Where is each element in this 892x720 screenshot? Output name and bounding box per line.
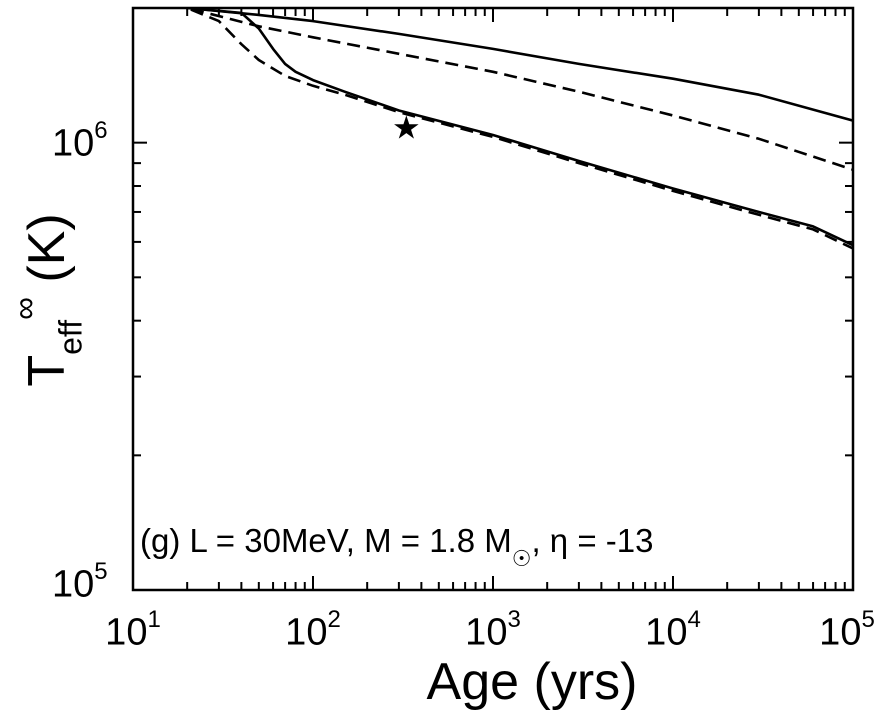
plot-frame — [131, 6, 855, 592]
y-tick-label: 105 — [52, 558, 108, 607]
observation-star: ★ — [392, 109, 421, 147]
y-tick-base: 10 — [52, 563, 95, 606]
series-line-solid-lower — [182, 8, 853, 247]
y-axis-label-base: T — [17, 354, 76, 387]
annotation-text: (g) L = 30MeV, M = 1.8 M☉, η = -13 — [140, 522, 654, 571]
x-tick-base: 10 — [819, 611, 862, 654]
markers-group: ★ — [392, 109, 421, 147]
series-line-dashed-lower — [182, 8, 853, 250]
series-group — [182, 8, 853, 250]
x-tick-label: 101 — [105, 606, 161, 655]
x-tick-base: 10 — [105, 611, 148, 654]
x-tick-exponent: 5 — [861, 606, 875, 633]
x-tick-label: 102 — [285, 606, 341, 655]
x-tick-label: 104 — [645, 606, 701, 655]
y-axis-label: Teff ∞ (K) — [7, 213, 89, 387]
x-tick-base: 10 — [285, 611, 328, 654]
x-tick-base: 10 — [645, 611, 688, 654]
y-axis-label-subscript: eff — [52, 319, 89, 355]
y-tick-exponent: 6 — [94, 116, 108, 144]
series-line-dashed-upper — [182, 8, 853, 171]
y-axis-label-unit: (K) — [17, 213, 76, 283]
x-tick-exponent: 1 — [147, 606, 161, 633]
x-axis-label: Age (yrs) — [426, 653, 638, 711]
axis-ticks — [132, 7, 853, 591]
annotation-suffix: , η = -13 — [531, 522, 654, 559]
x-tick-exponent: 4 — [687, 606, 701, 633]
annotation-prefix: (g) L = 30MeV, M = 1.8 M — [140, 522, 512, 559]
y-tick-label: 106 — [52, 117, 108, 166]
x-tick-label: 103 — [465, 606, 521, 655]
y-tick-base: 10 — [52, 122, 95, 165]
annotation-sun-symbol: ☉ — [511, 545, 532, 571]
y-tick-exponent: 5 — [94, 558, 108, 585]
x-tick-exponent: 3 — [507, 606, 521, 633]
y-axis-label-superscript: ∞ — [6, 297, 43, 320]
x-tick-label: 105 — [819, 606, 875, 655]
x-tick-exponent: 2 — [327, 606, 341, 633]
x-tick-base: 10 — [465, 611, 508, 654]
